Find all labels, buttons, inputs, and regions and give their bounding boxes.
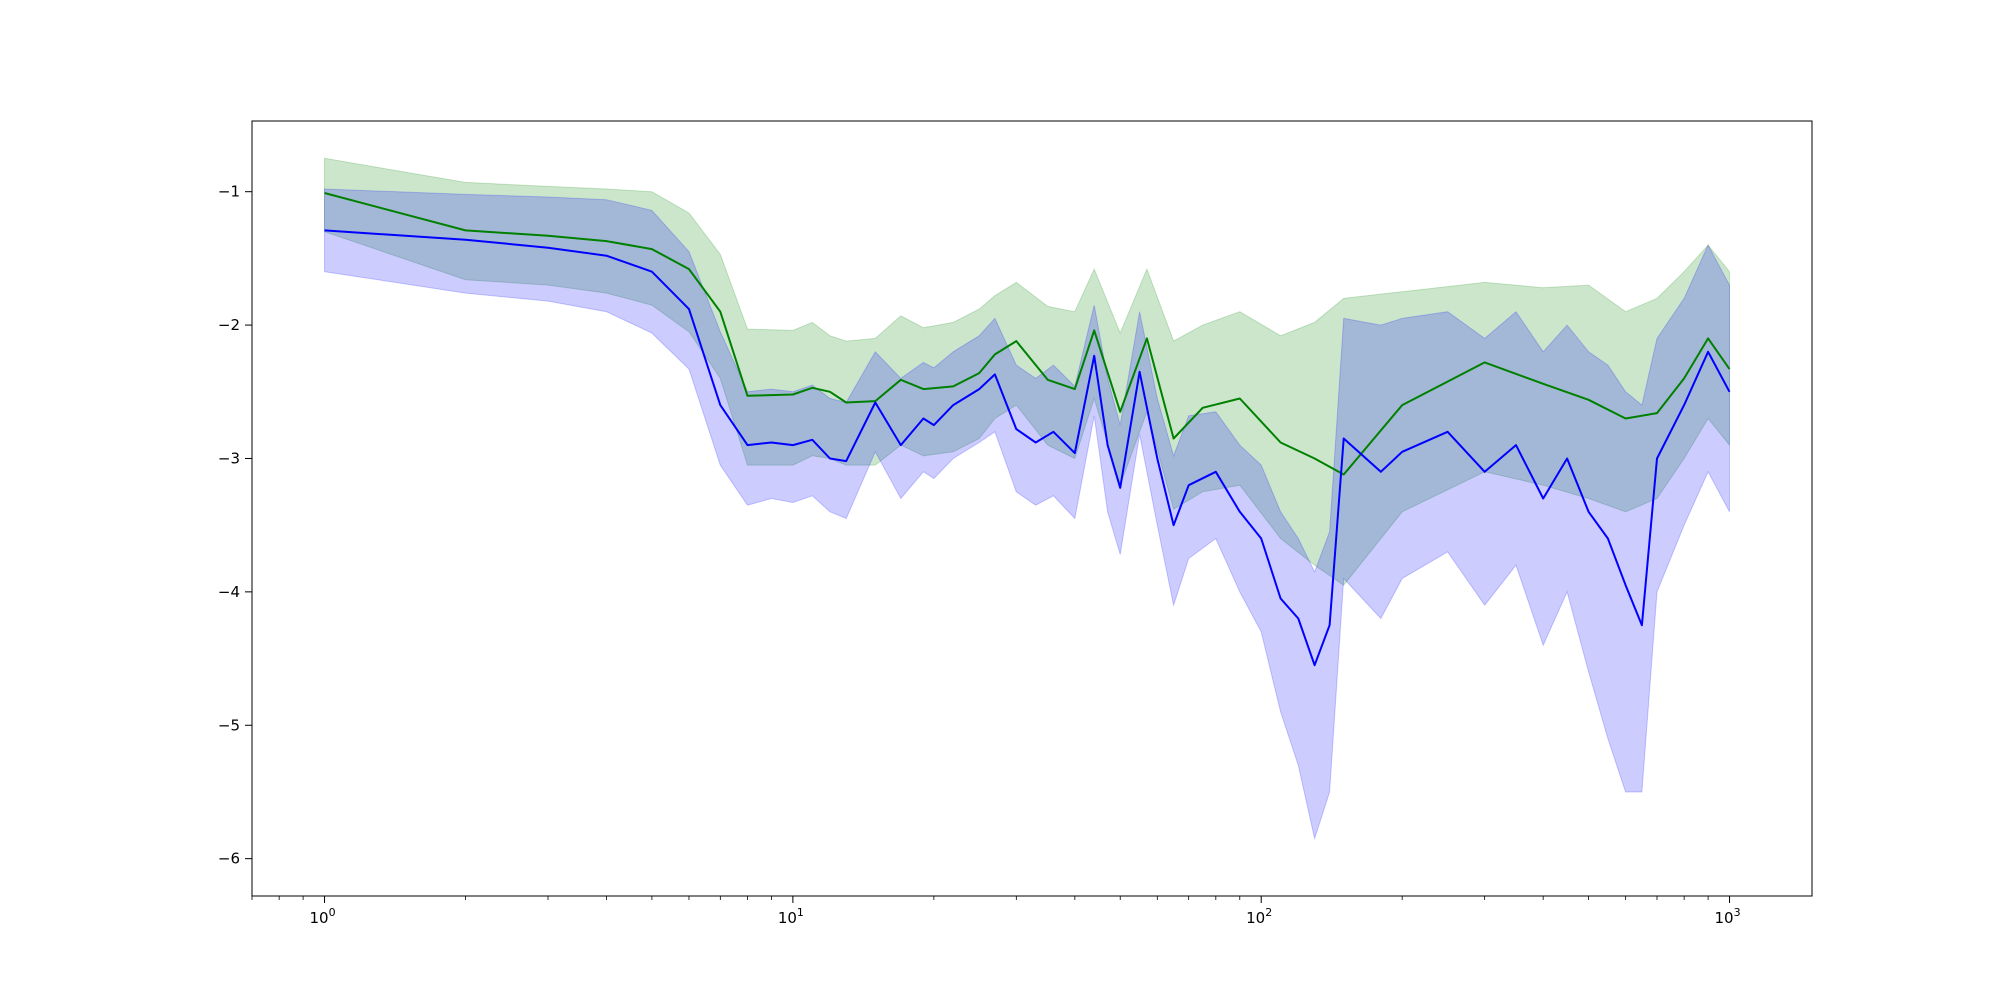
- series-lines: [324, 192, 1731, 667]
- x-tick-label: 102: [1246, 906, 1272, 927]
- y-tick-label: −6: [218, 850, 240, 868]
- x-axis: 100 101 102 103: [251, 896, 1741, 927]
- plot-frame: [251, 120, 1813, 897]
- series-0-band: [324, 157, 1730, 586]
- x-tick-label: 100: [309, 906, 335, 927]
- series-1-band: [324, 188, 1730, 841]
- y-tick-label: −4: [218, 583, 240, 601]
- y-axis: −1 −2 −3 −4 −5 −6: [218, 183, 252, 868]
- x-tick-label: 101: [778, 906, 804, 927]
- x-tick-label: 103: [1714, 906, 1740, 927]
- y-tick-label: −2: [218, 316, 240, 334]
- y-tick-label: −3: [218, 449, 240, 467]
- y-tick-label: −5: [218, 716, 240, 734]
- series-0-line: [324, 192, 1731, 476]
- series-1-line: [324, 229, 1731, 667]
- confidence-bands: [324, 157, 1730, 841]
- y-tick-label: −1: [218, 183, 240, 201]
